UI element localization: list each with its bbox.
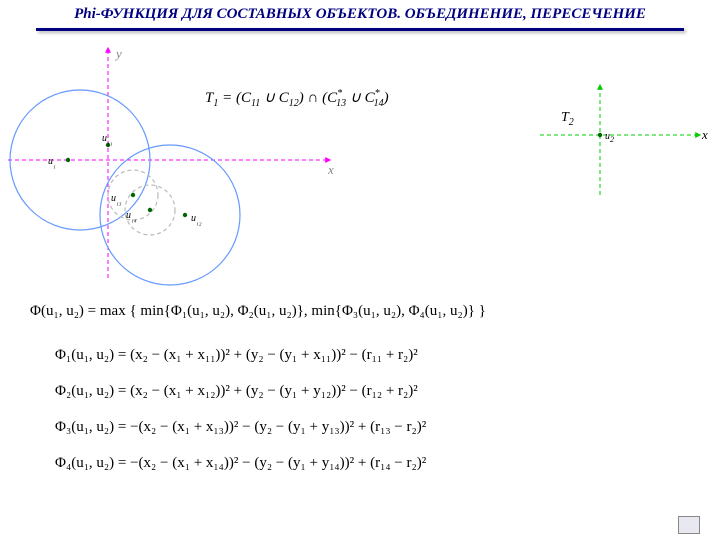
formula-phi-1: Φ₁(u₁, u₂) = (x₂ − (x₁ + x₁₁))² + (y₂ − … [55, 347, 418, 364]
page-title: Phi-ФУНКЦИЯ ДЛЯ СОСТАВНЫХ ОБЪЕКТОВ. ОБЪЕ… [0, 6, 720, 23]
svg-text:u₁₂: u₁₂ [191, 213, 202, 226]
formula-phi-3: Φ₃(u₁, u₂) = −(x₂ − (x₁ + x₁₃))² − (y₂ −… [55, 419, 426, 436]
right-diagram: x u2 [540, 85, 708, 195]
t2-label: T2 [561, 110, 574, 128]
diagram-svg: xyu₁₁u₁u₁₃u₁₄u₁₂ xu2 [0, 40, 720, 290]
svg-text:x: x [327, 162, 334, 177]
svg-text:u₁: u₁ [48, 156, 56, 169]
svg-text:u₁₃: u₁₃ [111, 193, 122, 206]
formula-phi-4: Φ₄(u₁, u₂) = −(x₂ − (x₁ + x₁₄))² − (y₂ −… [55, 455, 426, 472]
formula-phi-2: Φ₂(u₁, u₂) = (x₂ − (x₁ + x₁₂))² + (y₂ − … [55, 383, 418, 400]
formula-phi-main: Φ(u₁, u₂) = max { min{Φ₁(u₁, u₂), Φ₂(u₁,… [30, 303, 486, 320]
left-diagram: xyu₁₁u₁u₁₃u₁₄u₁₂ [8, 46, 334, 285]
formula-t1: T1 = (C11 ∪ C12) ∩ (C*13 ∪ C*14) [205, 88, 389, 109]
nav-icon[interactable] [678, 516, 700, 534]
svg-text:u2: u2 [605, 131, 614, 144]
title-underline [36, 28, 684, 31]
svg-text:y: y [114, 46, 122, 61]
svg-text:x: x [701, 127, 708, 142]
svg-text:u₁₁: u₁₁ [102, 133, 113, 146]
